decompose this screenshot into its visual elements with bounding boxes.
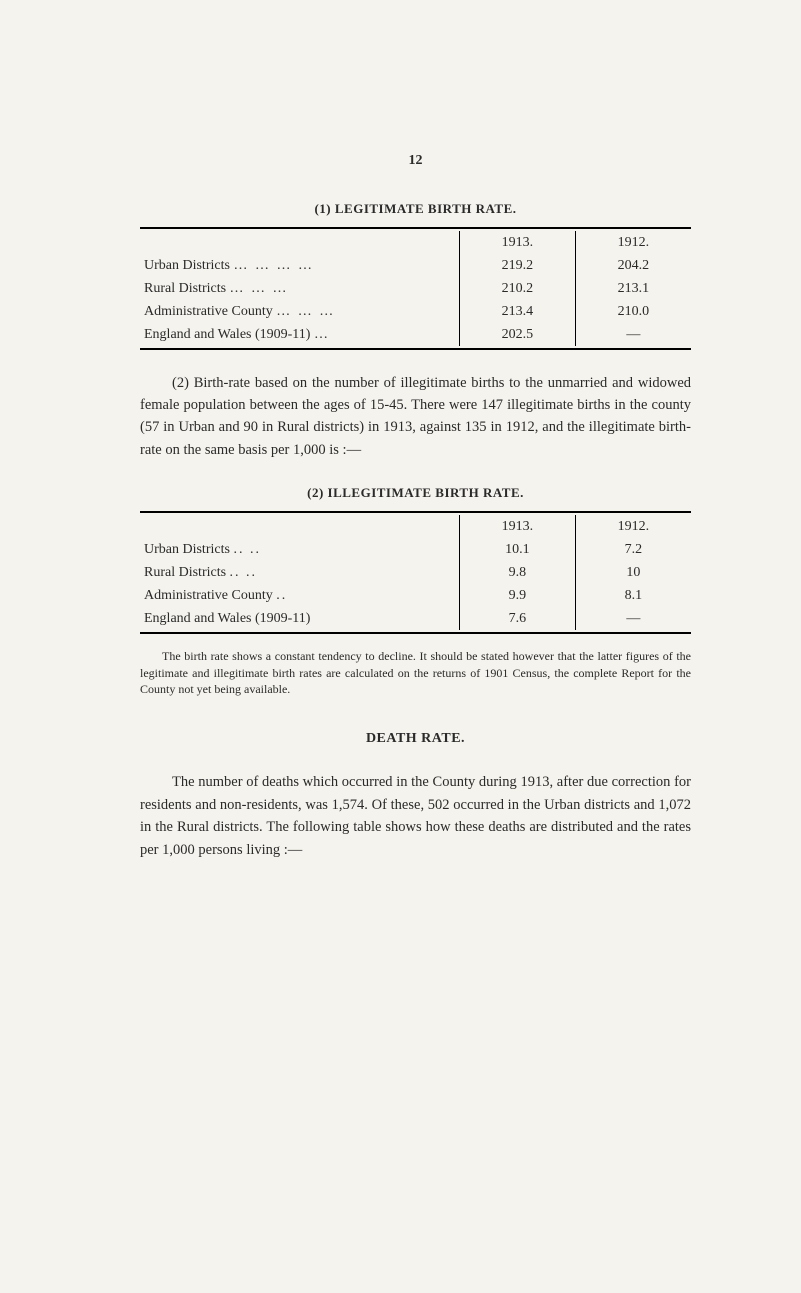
value-1912: — <box>575 607 691 630</box>
rule <box>140 227 691 229</box>
page-number: 12 <box>140 150 691 171</box>
value-1913: 213.4 <box>460 300 576 323</box>
value-1912: 10 <box>575 561 691 584</box>
table-row: Administrative County .. 9.9 8.1 <box>140 584 691 607</box>
value-1912: 8.1 <box>575 584 691 607</box>
label-text: Administrative County <box>144 304 273 319</box>
footnote-birth-rate: The birth rate shows a constant tendency… <box>140 648 691 698</box>
rule <box>140 511 691 513</box>
value-1912: 213.1 <box>575 277 691 300</box>
table-illegitimate-birth-rate: 1913. 1912. Urban Districts .. .. 10.1 7… <box>140 515 691 630</box>
value-1913: 210.2 <box>460 277 576 300</box>
label-text: England and Wales (1909-11) <box>144 327 310 342</box>
row-label: Administrative County … … … <box>140 300 460 323</box>
label-text: England and Wales (1909-11) <box>144 611 310 626</box>
table-legitimate-birth-rate: 1913. 1912. Urban Districts … … … … 219.… <box>140 231 691 346</box>
value-1912: — <box>575 323 691 346</box>
paragraph-death-rate: The number of deaths which occurred in t… <box>140 771 691 861</box>
row-label: Rural Districts .. .. <box>140 561 460 584</box>
table-row: England and Wales (1909-11) 7.6 — <box>140 607 691 630</box>
label-text: Rural Districts <box>144 565 226 580</box>
heading-death-rate: DEATH RATE. <box>140 728 691 749</box>
table1-title: (1) LEGITIMATE BIRTH RATE. <box>140 199 691 219</box>
header-1912: 1912. <box>575 515 691 538</box>
row-label: Rural Districts … … … <box>140 277 460 300</box>
value-1912: 7.2 <box>575 538 691 561</box>
leader-dots: .. .. <box>230 565 258 580</box>
row-label: Urban Districts .. .. <box>140 538 460 561</box>
row-label: Urban Districts … … … … <box>140 254 460 277</box>
row-label: England and Wales (1909-11) … <box>140 323 460 346</box>
table-row: Administrative County … … … 213.4 210.0 <box>140 300 691 323</box>
label-text: Rural Districts <box>144 281 226 296</box>
table-row: Rural Districts … … … 210.2 213.1 <box>140 277 691 300</box>
leader-dots: .. <box>276 588 287 603</box>
table-row: Urban Districts .. .. 10.1 7.2 <box>140 538 691 561</box>
value-1913: 9.9 <box>460 584 576 607</box>
leader-dots: … … … <box>230 281 289 296</box>
value-1913: 10.1 <box>460 538 576 561</box>
value-1913: 9.8 <box>460 561 576 584</box>
header-1913: 1913. <box>460 515 576 538</box>
row-label: England and Wales (1909-11) <box>140 607 460 630</box>
leader-dots: … … … … <box>233 258 314 273</box>
leader-dots: … … … <box>276 304 335 319</box>
value-1913: 219.2 <box>460 254 576 277</box>
value-1912: 210.0 <box>575 300 691 323</box>
table-row: Rural Districts .. .. 9.8 10 <box>140 561 691 584</box>
table2-title: (2) ILLEGITIMATE BIRTH RATE. <box>140 483 691 503</box>
leader-dots: .. .. <box>233 542 261 557</box>
table-row: England and Wales (1909-11) … 202.5 — <box>140 323 691 346</box>
leader-dots: … <box>314 327 330 342</box>
header-1913: 1913. <box>460 231 576 254</box>
value-1912: 204.2 <box>575 254 691 277</box>
header-1912: 1912. <box>575 231 691 254</box>
cell <box>140 231 460 254</box>
label-text: Administrative County <box>144 588 273 603</box>
table-header-row: 1913. 1912. <box>140 231 691 254</box>
cell <box>140 515 460 538</box>
rule <box>140 348 691 350</box>
table-header-row: 1913. 1912. <box>140 515 691 538</box>
row-label: Administrative County .. <box>140 584 460 607</box>
paragraph-birthrate-2: (2) Birth-rate based on the number of il… <box>140 372 691 462</box>
value-1913: 202.5 <box>460 323 576 346</box>
label-text: Urban Districts <box>144 258 230 273</box>
value-1913: 7.6 <box>460 607 576 630</box>
table-row: Urban Districts … … … … 219.2 204.2 <box>140 254 691 277</box>
rule <box>140 632 691 634</box>
label-text: Urban Districts <box>144 542 230 557</box>
